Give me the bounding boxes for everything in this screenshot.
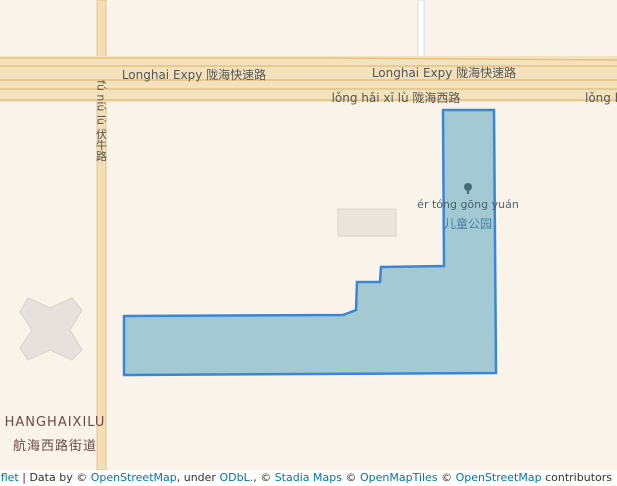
link[interactable]: Leaflet [0, 471, 19, 484]
park-area[interactable] [122, 108, 498, 377]
road-label: Longhai Expy 陇海快速路 [372, 65, 516, 80]
text: , © [253, 471, 272, 484]
lane [0, 57, 617, 61]
road-label: Longhai Expy 陇海快速路 [122, 67, 266, 82]
text: contributors [545, 471, 612, 484]
district-label: HANGHAIXILU [5, 415, 106, 430]
expressway-lanes [0, 57, 617, 101]
building [19, 297, 83, 361]
tree-trunk [467, 190, 469, 194]
district-label: 航海西路街道 [13, 438, 97, 454]
park-label: ér tóng gōng yuán [417, 198, 519, 211]
link[interactable]: OpenStreetMap [90, 471, 177, 484]
road-label: lǒng hǎi xī lù 陇海西路 [332, 90, 461, 105]
park-icon [464, 183, 472, 194]
attribution: Leaflet | Data by © OpenStreetMap, under… [0, 470, 617, 486]
expressway [0, 56, 617, 102]
road-label: fú niú lù 伏牛路 [95, 80, 108, 162]
link[interactable]: ODbL. [219, 471, 254, 484]
road-label: lǒng h [585, 91, 617, 105]
tree-crown [464, 183, 472, 191]
text: , under [176, 471, 216, 484]
link[interactable]: Stadia Maps [274, 471, 342, 484]
side-road [417, 0, 425, 63]
link[interactable]: OpenStreetMap [455, 471, 542, 484]
park-label: 儿童公园 [444, 216, 492, 231]
text: | Data by © [22, 471, 88, 484]
building [337, 208, 397, 237]
text: © [441, 471, 453, 484]
link[interactable]: OpenMapTiles [359, 471, 438, 484]
text: © [345, 471, 357, 484]
